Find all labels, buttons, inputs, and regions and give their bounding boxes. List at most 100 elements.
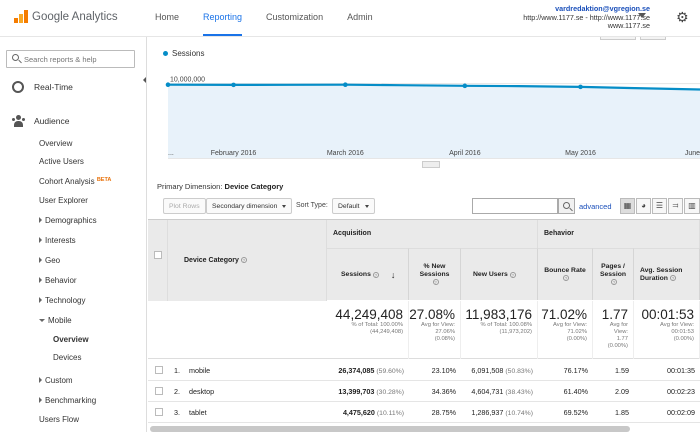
row-checkbox[interactable]	[155, 387, 163, 395]
horizontal-scrollbar[interactable]	[150, 426, 630, 432]
data-table: Device Category? Acquisition Behavior Se…	[148, 219, 700, 432]
col-sessions[interactable]: Sessions? ↓	[327, 248, 409, 300]
row-device-name[interactable]: tablet	[189, 408, 207, 417]
pie-view-icon[interactable]: ◕	[636, 198, 651, 214]
x-tick-label: March 2016	[327, 150, 364, 157]
row-number: 1.	[174, 366, 180, 375]
col-avg-duration[interactable]: Avg. Session Duration?	[634, 248, 700, 300]
total-bounce-rate: 71.02% Avg for View: 71.02% (0.00%)	[538, 301, 593, 359]
help-icon[interactable]: ?	[432, 278, 439, 285]
account-selector[interactable]: vardredaktion@vgregion.se http://www.117…	[523, 4, 650, 31]
col-pages-session-label: Pages / Session	[599, 262, 627, 278]
row-device-name[interactable]: desktop	[189, 387, 215, 396]
total-new-sessions-avg: 27.06%	[435, 329, 455, 335]
row-sessions: 13,399,703 (30.28%)	[327, 381, 409, 402]
account-dropdown-icon[interactable]	[638, 13, 646, 18]
row-new-users-pct: (50.83%)	[505, 368, 533, 375]
chart-legend: Sessions	[163, 49, 204, 58]
analytics-logo-icon	[14, 10, 28, 23]
total-bounce-diff: (0.00%)	[566, 336, 587, 342]
help-icon[interactable]: ?	[669, 274, 676, 281]
help-icon[interactable]: ?	[372, 271, 379, 278]
row-new-sessions: 34.36%	[431, 387, 456, 396]
table-row: 1. mobile 26,374,085 (59.60%) 23.10% 6,091,5…	[148, 360, 700, 381]
sidebar-realtime[interactable]: Real-Time	[12, 81, 73, 93]
chart-control-tab[interactable]	[600, 37, 636, 40]
plot-rows-button[interactable]: Plot Rows	[163, 198, 206, 214]
sidebar-item-user-explorer[interactable]: User Explorer	[39, 196, 88, 205]
main-nav: Home Reporting Customization Admin	[155, 12, 397, 36]
expand-arrow-icon	[39, 397, 42, 403]
col-new-sessions[interactable]: % New Sessions?	[409, 248, 461, 300]
pivot-view-icon[interactable]: ▥	[684, 198, 700, 214]
sessions-chart: Sessions 10,000,0005,000,000...February …	[148, 37, 700, 172]
sidebar-item-devices[interactable]: Devices	[53, 353, 82, 362]
nav-admin[interactable]: Admin	[347, 12, 373, 22]
sidebar-item-benchmarking[interactable]: Benchmarking	[39, 396, 96, 405]
help-icon[interactable]: ?	[509, 271, 516, 278]
sidebar-item-active-users[interactable]: Active Users	[39, 157, 84, 166]
sidebar-audience[interactable]: Audience	[12, 115, 69, 127]
row-new-users-pct: (38.43%)	[505, 389, 533, 396]
sidebar-item-technology[interactable]: Technology	[39, 296, 85, 305]
search-input[interactable]	[24, 53, 132, 65]
total-duration-value: 00:01:53	[641, 307, 694, 322]
help-icon[interactable]: ?	[562, 274, 569, 281]
custom-label: Custom	[45, 376, 73, 385]
data-point	[231, 82, 236, 88]
select-all-checkbox[interactable]	[154, 251, 162, 259]
table-search-button[interactable]	[558, 198, 575, 214]
sidebar-item-geo[interactable]: Geo	[39, 256, 60, 265]
sidebar-item-custom[interactable]: Custom	[39, 376, 73, 385]
chart-resize-handle[interactable]	[422, 161, 440, 168]
help-icon[interactable]: ?	[240, 257, 247, 263]
col-bounce-rate[interactable]: Bounce Rate?	[538, 248, 593, 300]
row-device-name[interactable]: mobile	[189, 366, 211, 375]
row-new-users: 4,604,731 (38.43%)	[461, 381, 538, 402]
x-tick-label: May 2016	[565, 150, 596, 157]
dropdown-arrow-icon	[282, 204, 287, 208]
sidebar-item-mobile-overview[interactable]: Overview	[53, 335, 89, 344]
sidebar-item-cohort-analysis[interactable]: Cohort Analysis BETA	[39, 177, 111, 186]
sidebar-item-overview[interactable]: Overview	[39, 139, 73, 148]
total-pages-value: 1.77	[601, 307, 628, 322]
comparison-view-icon[interactable]: ⫤	[668, 198, 683, 214]
gear-icon[interactable]: ⚙	[676, 9, 689, 25]
performance-view-icon[interactable]: ☰	[652, 198, 667, 214]
primary-dimension-value[interactable]: Device Category	[224, 182, 284, 191]
sidebar-item-behavior[interactable]: Behavior	[39, 276, 77, 285]
advanced-filter-link[interactable]: advanced	[579, 202, 612, 211]
nav-reporting[interactable]: Reporting	[203, 12, 243, 36]
row-avg-duration: 00:01:35	[667, 366, 695, 375]
nav-home[interactable]: Home	[155, 12, 180, 22]
total-pages-avg-label: Avg for	[609, 322, 628, 328]
secondary-dimension-dropdown[interactable]: Secondary dimension	[206, 198, 293, 214]
total-pages-diff: (0.00%)	[607, 343, 628, 349]
sidebar-search[interactable]	[6, 50, 135, 68]
expand-arrow-icon	[39, 217, 42, 223]
col-pages-session[interactable]: Pages / Session?	[593, 248, 634, 300]
expand-arrow-icon	[39, 297, 42, 303]
row-sessions: 26,374,085 (59.60%)	[327, 360, 409, 381]
table-view-icon[interactable]: ▦	[620, 198, 635, 214]
geo-label: Geo	[45, 256, 61, 265]
chart-control-tab[interactable]	[640, 37, 666, 40]
primary-dimension: Primary Dimension: Device Category	[157, 182, 283, 191]
nav-customization[interactable]: Customization	[266, 12, 324, 22]
collapse-sidebar-icon[interactable]	[143, 77, 146, 83]
series-area	[168, 84, 700, 158]
expand-arrow-icon	[39, 377, 42, 383]
row-checkbox[interactable]	[155, 408, 163, 416]
ga-logo[interactable]: Google Analytics	[14, 10, 118, 23]
sidebar-item-users-flow[interactable]: Users Flow	[39, 415, 80, 424]
help-icon[interactable]: ?	[611, 278, 617, 285]
sidebar-item-interests[interactable]: Interests	[39, 236, 76, 245]
row-checkbox[interactable]	[155, 366, 163, 374]
sidebar-item-demographics[interactable]: Demographics	[39, 216, 97, 225]
col-new-users[interactable]: New Users?	[461, 248, 538, 300]
sidebar-item-mobile[interactable]: Mobile	[39, 316, 72, 325]
sort-type-dropdown[interactable]: Default	[332, 198, 375, 214]
total-duration-avg-label: Avg for View:	[660, 322, 694, 328]
table-search-input[interactable]	[472, 198, 558, 214]
device-category-header[interactable]: Device Category?	[168, 220, 327, 301]
